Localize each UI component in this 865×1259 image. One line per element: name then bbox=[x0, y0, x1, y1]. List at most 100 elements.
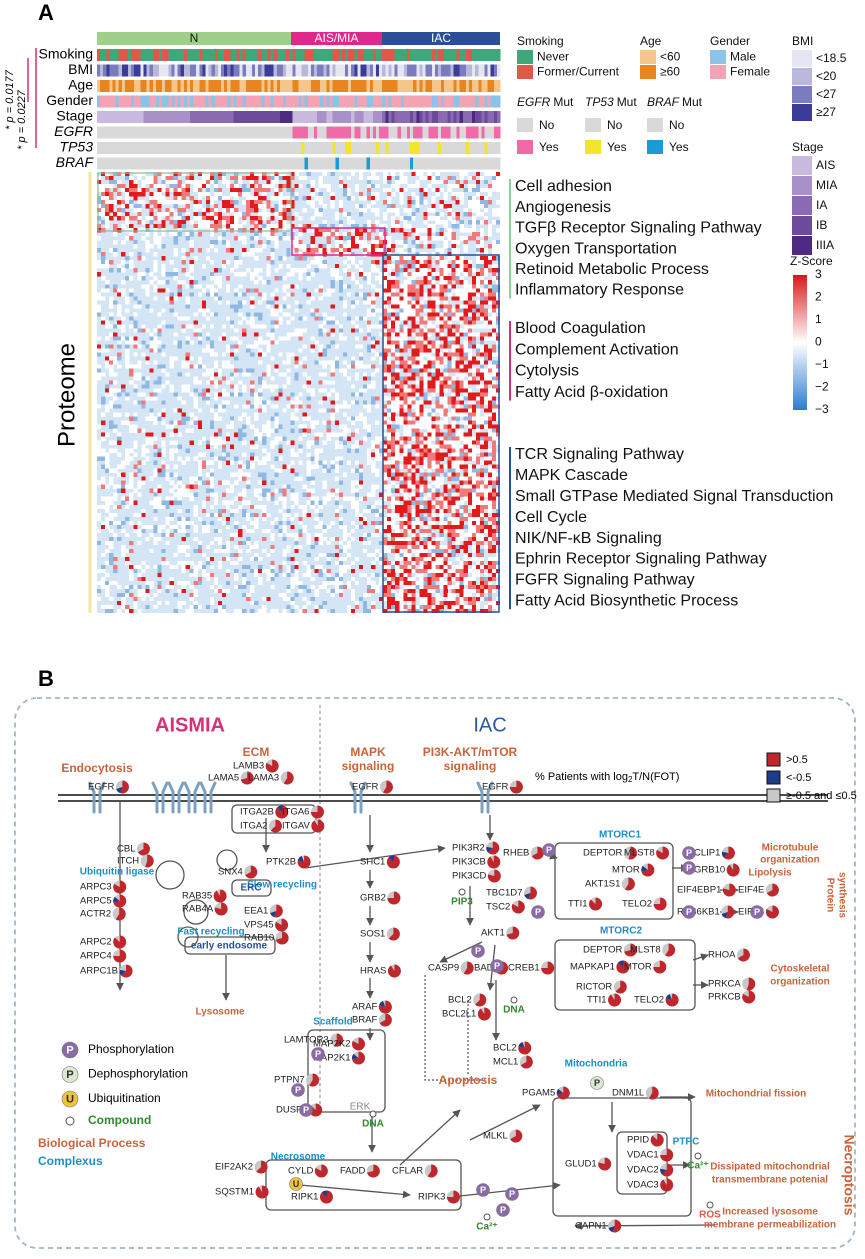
heatmap-cell bbox=[395, 417, 399, 421]
heatmap-cell bbox=[210, 425, 214, 429]
track-cell bbox=[357, 96, 360, 108]
track-cell bbox=[469, 158, 472, 170]
heatmap-cell bbox=[303, 208, 307, 212]
heatmap-cell bbox=[407, 469, 411, 473]
track-cell bbox=[268, 142, 271, 154]
heatmap-cell bbox=[403, 397, 407, 401]
track-cell bbox=[339, 80, 342, 92]
track-cell bbox=[286, 80, 289, 92]
heatmap-cell bbox=[431, 284, 435, 288]
heatmap-cell bbox=[153, 268, 157, 272]
heatmap-cell bbox=[484, 360, 488, 364]
heatmap-cell bbox=[153, 284, 157, 288]
heatmap-cell bbox=[440, 457, 444, 461]
heatmap-cell bbox=[170, 388, 174, 392]
heatmap-cell bbox=[327, 292, 331, 296]
heatmap-cell bbox=[331, 332, 335, 336]
track-cell bbox=[240, 96, 243, 108]
track-cell bbox=[345, 49, 348, 61]
track-cell bbox=[317, 127, 320, 139]
track-cell bbox=[361, 158, 364, 170]
heatmap-cell bbox=[113, 356, 117, 360]
heatmap-cell bbox=[347, 256, 351, 260]
heatmap-cell bbox=[238, 188, 242, 192]
heatmap-cell bbox=[427, 441, 431, 445]
heatmap-cell bbox=[407, 272, 411, 276]
heatmap-cell bbox=[202, 364, 206, 368]
heatmap-cell bbox=[299, 244, 303, 248]
heatmap-cell bbox=[371, 300, 375, 304]
heatmap-cell bbox=[170, 180, 174, 184]
heatmap-cell bbox=[407, 445, 411, 449]
heatmap-cell bbox=[319, 264, 323, 268]
heatmap-cell bbox=[460, 453, 464, 457]
heatmap-cell bbox=[440, 441, 444, 445]
heatmap-cell bbox=[436, 212, 440, 216]
heatmap-cell bbox=[101, 200, 105, 204]
heatmap-cell bbox=[117, 320, 121, 324]
track-cell bbox=[103, 65, 106, 77]
heatmap-cell bbox=[399, 388, 403, 392]
track-cell bbox=[131, 96, 134, 108]
track-cell bbox=[274, 96, 277, 108]
track-cell bbox=[295, 127, 298, 139]
heatmap-cell bbox=[182, 256, 186, 260]
track-cell bbox=[302, 96, 305, 108]
heatmap-cell bbox=[299, 216, 303, 220]
heatmap-cell bbox=[262, 296, 266, 300]
heatmap-cell bbox=[383, 477, 387, 481]
heatmap-cell bbox=[383, 312, 387, 316]
heatmap-cell bbox=[125, 421, 129, 425]
heatmap-cell bbox=[323, 260, 327, 264]
heatmap-cell bbox=[182, 220, 186, 224]
heatmap-cell bbox=[436, 433, 440, 437]
track-cell bbox=[469, 142, 472, 154]
heatmap-cell bbox=[194, 320, 198, 324]
heatmap-cell bbox=[367, 192, 371, 196]
track-cell bbox=[221, 96, 224, 108]
heatmap-cell bbox=[198, 292, 202, 296]
heatmap-cell bbox=[476, 437, 480, 441]
heatmap-cell bbox=[411, 360, 415, 364]
heatmap-cell bbox=[230, 228, 234, 232]
track-cell bbox=[339, 142, 342, 154]
track-cell bbox=[392, 111, 395, 123]
heatmap-cell bbox=[331, 409, 335, 413]
heatmap-cell bbox=[286, 188, 290, 192]
heatmap-cell bbox=[141, 184, 145, 188]
heatmap-cell bbox=[290, 332, 294, 336]
heatmap-cell bbox=[419, 473, 423, 477]
heatmap-cell bbox=[278, 236, 282, 240]
heatmap-cell bbox=[423, 421, 427, 425]
track-cell bbox=[432, 96, 435, 108]
heatmap-cell bbox=[250, 236, 254, 240]
heatmap-cell bbox=[411, 264, 415, 268]
heatmap-cell bbox=[157, 469, 161, 473]
heatmap-cell bbox=[480, 401, 484, 405]
heatmap-cell bbox=[274, 429, 278, 433]
heatmap-cell bbox=[311, 272, 315, 276]
track-cell bbox=[144, 111, 147, 123]
track-cell bbox=[268, 111, 271, 123]
heatmap-cell bbox=[274, 180, 278, 184]
heatmap-cell bbox=[492, 244, 496, 248]
track-cell bbox=[457, 65, 460, 77]
track-cell bbox=[373, 127, 376, 139]
heatmap-cell bbox=[436, 417, 440, 421]
heatmap-cell bbox=[198, 360, 202, 364]
heatmap-cell bbox=[270, 308, 274, 312]
heatmap-cell bbox=[472, 449, 476, 453]
heatmap-cell bbox=[282, 384, 286, 388]
heatmap-cell bbox=[307, 172, 311, 176]
heatmap-cell bbox=[266, 264, 270, 268]
heatmap-cell bbox=[488, 417, 492, 421]
heatmap-cell bbox=[174, 204, 178, 208]
heatmap-cell bbox=[101, 184, 105, 188]
track-cell bbox=[460, 127, 463, 139]
heatmap-cell bbox=[182, 364, 186, 368]
track-cell bbox=[131, 158, 134, 170]
track-cell bbox=[342, 142, 345, 154]
heatmap-cell bbox=[270, 216, 274, 220]
heatmap-cell bbox=[125, 364, 129, 368]
